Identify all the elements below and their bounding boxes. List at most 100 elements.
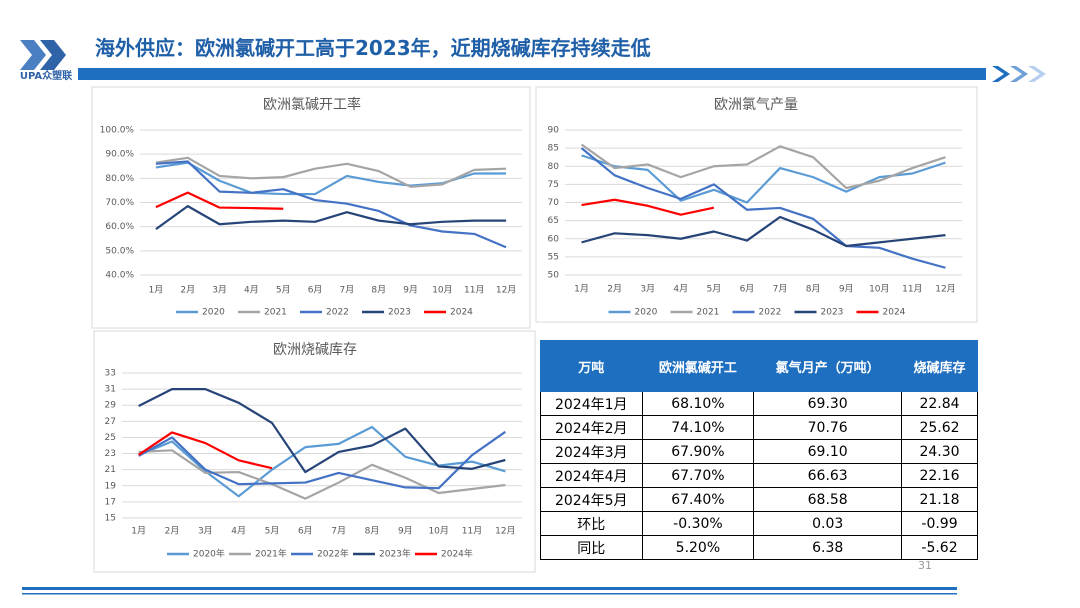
series-line [138, 430, 506, 490]
table-cell: 74.10% [641, 415, 755, 440]
x-tick-label: 9月 [403, 285, 418, 296]
series-line [155, 191, 284, 210]
x-tick-label: 4月 [244, 285, 259, 296]
x-tick-label: 11月 [464, 285, 484, 296]
series-line [155, 205, 507, 230]
table-cell: 66.63 [753, 463, 903, 488]
series-line [580, 143, 946, 190]
y-tick-label: 75 [548, 180, 559, 190]
chevron [1010, 66, 1028, 82]
table-cell: 同比 [540, 535, 643, 560]
x-tick-label: 12月 [496, 285, 516, 296]
x-tick-label: 11月 [462, 526, 482, 537]
header-bar [78, 68, 986, 80]
legend-label: 2023 [821, 308, 844, 318]
table-cell: 22.16 [901, 463, 978, 488]
y-tick-label: 40.0% [105, 271, 134, 281]
legend-label: 2024 [883, 308, 906, 318]
table-cell: 2024年1月 [540, 391, 643, 416]
table-cell: 21.18 [901, 487, 978, 512]
legend-label: 2024年 [441, 548, 473, 560]
slide-title: 海外供应：欧洲氯碱开工高于2023年，近期烧碱库存持续走低 [95, 36, 651, 60]
x-tick-label: 10月 [432, 285, 452, 296]
y-tick-label: 17 [105, 497, 116, 507]
x-tick-label: 2月 [180, 285, 195, 296]
x-tick-label: 12月 [935, 284, 955, 295]
x-tick-label: 5月 [265, 526, 280, 537]
legend-label: 2020 [202, 308, 225, 318]
table-row: 2024年2月 74.10% 70.76 25.62 [540, 415, 978, 440]
y-tick-label: 25 [105, 433, 116, 443]
series-line [155, 156, 507, 188]
y-tick-label: 29 [105, 401, 117, 411]
table-cell: 5.20% [641, 535, 755, 560]
table-cell: 68.58 [753, 487, 903, 512]
table-header-cell: 万吨 [540, 340, 643, 392]
chart-frame [535, 86, 978, 323]
x-tick-label: 4月 [673, 284, 688, 295]
y-tick-label: 50 [548, 271, 560, 281]
x-tick-label: 11月 [902, 284, 922, 295]
table-cell: 22.84 [901, 391, 978, 416]
x-tick-label: 7月 [331, 526, 346, 537]
footer-line [22, 593, 957, 595]
series-line [580, 147, 946, 269]
y-tick-label: 33 [105, 369, 116, 379]
table-cell: 69.10 [753, 439, 903, 464]
series-line [138, 431, 273, 470]
table-cell: 67.70% [641, 463, 755, 488]
legend-label: 2022 [326, 308, 349, 318]
x-tick-label: 6月 [740, 284, 755, 295]
x-tick-label: 7月 [773, 284, 788, 295]
page-number: 31 [918, 559, 932, 572]
chart-title: 欧洲氯碱开工率 [263, 96, 361, 113]
series-line [581, 198, 715, 216]
series-line [155, 160, 507, 249]
y-tick-label: 55 [548, 252, 559, 262]
x-tick-label: 8月 [806, 284, 821, 295]
y-tick-label: 65 [548, 216, 559, 226]
table-cell: 6.38 [753, 535, 903, 560]
chart-frame [93, 330, 536, 573]
chart-title: 欧洲氯气产量 [714, 97, 798, 113]
legend-label: 2023 [388, 308, 411, 318]
table-row: 2024年4月 67.70% 66.63 22.16 [540, 463, 978, 488]
y-tick-label: 19 [105, 481, 117, 491]
x-tick-label: 10月 [428, 526, 448, 537]
legend-label: 2024 [450, 308, 473, 318]
table-cell: 25.62 [901, 415, 978, 440]
y-tick-label: 80 [548, 162, 560, 172]
x-tick-label: 1月 [574, 284, 589, 295]
table-cell: 68.10% [641, 391, 755, 416]
series-line [138, 449, 506, 500]
y-tick-label: 60.0% [105, 222, 134, 232]
chart-frame [91, 86, 531, 329]
legend-label: 2020 [635, 308, 658, 318]
y-tick-label: 15 [105, 514, 116, 524]
legend-label: 2022年 [317, 548, 349, 560]
table-cell: 69.30 [753, 391, 903, 416]
legend-label: 2022 [759, 308, 782, 318]
table-cell: 67.40% [641, 487, 755, 512]
table-cell: -0.99 [901, 511, 978, 536]
x-tick-label: 8月 [371, 285, 386, 296]
table-cell: 2024年4月 [540, 463, 643, 488]
y-tick-label: 80.0% [105, 174, 134, 184]
chevron [992, 66, 1010, 82]
x-tick-label: 1月 [131, 526, 146, 537]
y-tick-label: 70 [548, 198, 560, 208]
x-tick-label: 9月 [398, 526, 413, 537]
table-header-cell: 烧碱库存 [901, 340, 978, 392]
x-tick-label: 10月 [869, 284, 889, 295]
legend-label: 2023年 [379, 548, 411, 560]
table-cell: 70.76 [753, 415, 903, 440]
footer-line [22, 587, 957, 590]
legend-label: 2020年 [193, 548, 225, 560]
table-cell: 24.30 [901, 439, 978, 464]
y-tick-label: 23 [105, 449, 116, 459]
table-cell: 0.03 [753, 511, 903, 536]
table-header-cell: 欧洲氯碱开工 [641, 340, 755, 392]
table-cell: -5.62 [901, 535, 978, 560]
